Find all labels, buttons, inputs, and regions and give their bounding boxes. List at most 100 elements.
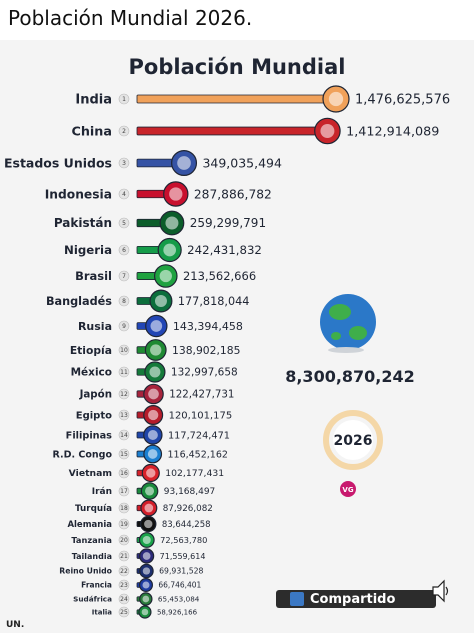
rank-badge — [118, 320, 130, 332]
rank-badge — [118, 188, 130, 200]
rank-badge — [118, 244, 130, 256]
category-label: Irán — [92, 487, 112, 497]
flag-emblem — [144, 519, 153, 529]
rank-number: 9 — [122, 323, 126, 330]
value-label: 242,431,832 — [187, 243, 262, 257]
rank-badge — [118, 593, 130, 605]
source-label: UN. — [6, 620, 25, 630]
rank-number: 22 — [120, 568, 128, 575]
value-label: 83,644,258 — [162, 520, 211, 530]
rank-badge — [118, 550, 130, 562]
value-label: 69,931,528 — [159, 567, 203, 576]
category-label: R.D. Congo — [53, 449, 113, 460]
flag-emblem — [149, 366, 161, 378]
flag-emblem — [148, 409, 159, 421]
rank-badge — [118, 93, 130, 105]
rank-badge — [118, 606, 130, 618]
category-label: Egipto — [76, 411, 112, 422]
value-label: 259,299,791 — [190, 216, 266, 230]
rank-number: 17 — [120, 488, 128, 495]
value-label: 65,453,084 — [158, 595, 200, 604]
rank-badge — [118, 518, 130, 530]
chart-title: Población Mundial — [129, 55, 346, 79]
value-label: 177,818,044 — [178, 295, 250, 308]
rank-number: 21 — [120, 553, 128, 560]
category-label: Turquía — [75, 504, 112, 514]
share-button[interactable]: Compartido — [276, 590, 436, 608]
flag-emblem — [142, 535, 151, 545]
thumbs-up-icon — [290, 592, 304, 606]
rank-badge — [118, 366, 130, 378]
flag-emblem — [144, 503, 154, 513]
logo-badge — [340, 481, 356, 497]
rank-badge — [118, 295, 130, 307]
value-label: 213,562,666 — [183, 269, 256, 283]
rank-number: 1 — [122, 96, 126, 103]
flag-emblem — [165, 216, 179, 230]
flag-emblem — [142, 567, 151, 575]
category-label: Nigeria — [64, 243, 112, 257]
rank-number: 6 — [122, 247, 126, 254]
rank-number: 15 — [120, 451, 128, 458]
rank-number: 13 — [120, 412, 128, 419]
flag-emblem — [150, 320, 163, 332]
category-label: Estados Unidos — [4, 155, 112, 170]
category-label: Tailandia — [72, 552, 112, 561]
category-label: Etiopía — [70, 344, 112, 357]
category-label: Sudáfrica — [73, 595, 112, 604]
value-label: 120,101,175 — [169, 411, 233, 422]
rank-badge — [118, 565, 130, 577]
logo-text: VG — [342, 486, 353, 494]
world-total: 8,300,870,242 — [285, 367, 415, 386]
rank-badge — [118, 502, 130, 514]
speaker-icon[interactable] — [432, 578, 450, 604]
bar — [136, 94, 337, 104]
flag-emblem — [169, 187, 183, 201]
category-label: Alemania — [67, 520, 112, 530]
rank-badge — [118, 344, 130, 356]
population-bar-chart: Población Mundial India 1 1,476,625,576 Chi… — [4, 55, 450, 619]
rank-badge — [118, 467, 130, 479]
value-label: 122,427,731 — [169, 389, 234, 401]
rank-number: 3 — [122, 160, 126, 167]
page-title: Población Mundial 2026. — [8, 6, 253, 30]
category-label: Brasil — [75, 269, 112, 283]
rank-number: 2 — [122, 128, 126, 135]
category-label: México — [71, 367, 112, 379]
value-label: 116,452,162 — [167, 449, 227, 460]
rank-number: 7 — [122, 273, 126, 280]
chart-area: Población Mundial India 1 1,476,625,576 Chi… — [0, 40, 474, 633]
value-label: 287,886,782 — [194, 187, 272, 201]
flag-emblem — [154, 295, 167, 307]
rank-badge — [118, 485, 130, 497]
rank-number: 8 — [122, 298, 126, 305]
category-label: Italia — [92, 608, 112, 616]
category-label: Pakistán — [54, 216, 112, 230]
category-label: India — [75, 93, 112, 108]
flag-emblem — [147, 449, 158, 459]
value-label: 349,035,494 — [202, 155, 282, 170]
value-label: 58,926,166 — [157, 608, 198, 616]
flag-emblem — [142, 552, 151, 560]
rank-number: 25 — [120, 609, 128, 616]
rank-number: 23 — [120, 582, 128, 589]
category-label: Filipinas — [66, 430, 113, 441]
rank-badge — [118, 217, 130, 229]
flag-emblem — [150, 344, 162, 356]
rank-badge — [118, 579, 130, 591]
bar — [136, 126, 328, 136]
rank-number: 16 — [120, 470, 128, 477]
rank-badge — [118, 388, 130, 400]
value-label: 138,902,185 — [172, 344, 240, 357]
year-ring — [323, 410, 383, 470]
rank-number: 18 — [120, 505, 128, 512]
value-label: 93,168,497 — [164, 487, 216, 497]
category-label: Francia — [81, 581, 112, 590]
rank-number: 10 — [120, 347, 128, 354]
rank-badge — [118, 429, 130, 441]
flag-emblem — [320, 124, 335, 138]
value-label: 132,997,658 — [171, 367, 238, 379]
flag-emblem — [146, 468, 156, 478]
rank-number: 4 — [122, 191, 126, 198]
rank-badge — [118, 157, 130, 169]
